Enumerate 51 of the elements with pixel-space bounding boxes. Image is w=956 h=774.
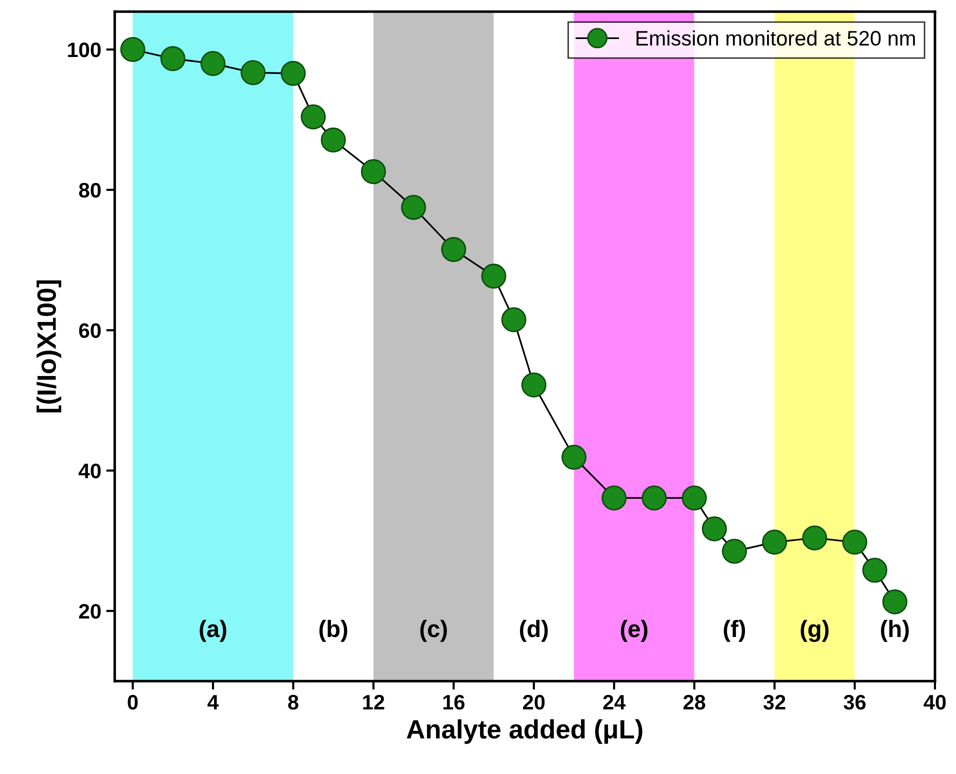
x-tick-label: 12	[363, 694, 384, 710]
point	[320, 128, 346, 153]
point	[842, 530, 868, 555]
band-label: (a)	[200, 620, 226, 642]
point	[240, 60, 266, 86]
x-tick-label: 8	[288, 694, 298, 710]
x-tick-label: 32	[763, 694, 786, 710]
y-tick-label: 40	[78, 464, 101, 478]
point	[802, 525, 828, 550]
band-label: (b)	[319, 620, 348, 642]
point	[882, 589, 908, 614]
point	[160, 46, 186, 72]
x-tick-label: 0	[128, 694, 138, 710]
point	[300, 104, 326, 130]
band-label: (c)	[420, 620, 447, 642]
band-label: (d)	[520, 620, 548, 642]
band-label: (f)	[724, 620, 746, 642]
x-tick-label: 40	[924, 694, 946, 710]
x-tick-label: 20	[523, 694, 545, 710]
y-tick-label: 20	[79, 604, 101, 619]
point	[521, 372, 546, 398]
x-tick-label: 16	[443, 694, 464, 710]
band-label: (g)	[800, 620, 829, 642]
point	[401, 194, 426, 220]
x-tick-label: 28	[683, 694, 706, 710]
point	[702, 516, 727, 542]
x-axis-title: Analyte added (μL)	[406, 719, 642, 744]
point	[722, 538, 747, 564]
point	[481, 264, 506, 289]
y-tick-label: 80	[79, 182, 101, 198]
legend-label: Emission monitored at 520 nm	[636, 30, 915, 46]
y-tick-label: 100	[68, 42, 101, 58]
point	[441, 237, 466, 262]
band-label: (h)	[880, 620, 909, 642]
point	[642, 485, 667, 510]
point	[360, 159, 386, 184]
y-tick-label: 60	[79, 323, 101, 338]
point	[762, 530, 788, 555]
point	[862, 558, 888, 583]
point	[280, 60, 306, 86]
point	[501, 307, 526, 332]
x-tick-label: 4	[208, 695, 219, 710]
x-tick-label: 36	[844, 694, 866, 710]
point	[682, 485, 707, 510]
point	[602, 485, 627, 510]
x-tick-label: 24	[603, 694, 626, 710]
point	[561, 444, 586, 470]
band-label: (e)	[620, 620, 648, 642]
point	[120, 37, 146, 62]
y-axis-title: [(I/Io)X100]	[36, 280, 62, 412]
point	[200, 51, 226, 76]
